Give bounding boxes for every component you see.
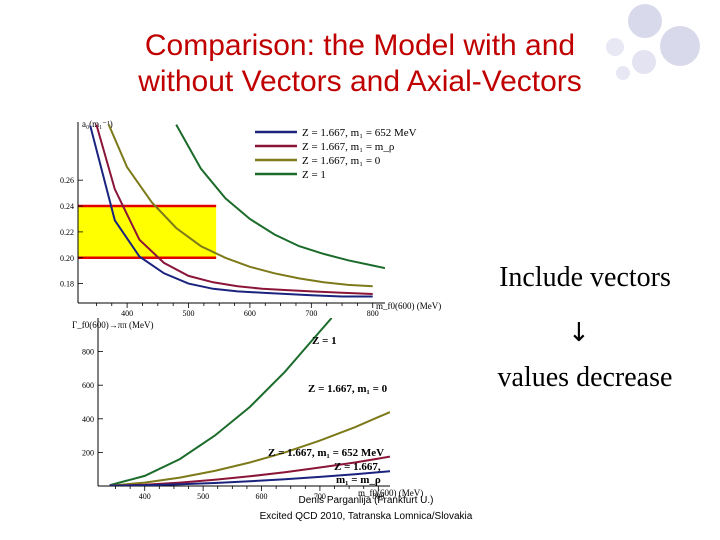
series-line-z-1 (175, 124, 385, 270)
legend-entry: Z = 1 (302, 169, 326, 181)
down-arrow-icon: ↓ (568, 318, 590, 348)
y-tick-label: 200 (82, 448, 94, 457)
curve-annotation: Z = 1 (312, 335, 337, 347)
slide-title-line-2: without Vectors and Axial-Vectors (138, 65, 582, 98)
x-tick-label: 400 (121, 309, 133, 318)
decor-circle-5 (616, 66, 630, 80)
x-tick-label: 500 (183, 309, 195, 318)
footer: Denis Parganlija (Frankfurt U.) Excited … (246, 493, 486, 525)
y-tick-label: 0.22 (60, 228, 74, 237)
x-axis-label: m_f0(600) (MeV) (376, 301, 441, 311)
footer-conference: Excited QCD 2010, Tatranska Lomnica/Slov… (259, 511, 473, 522)
x-tick-label: 800 (367, 309, 379, 318)
y-tick-label: 600 (82, 381, 94, 390)
y-tick-label: 800 (82, 348, 94, 357)
curve-annotation: Z = 1.667, (334, 461, 381, 473)
series-line-z-1-667-m-m- (95, 124, 373, 295)
y-axis-label: a₀(m₁⁻¹) (82, 119, 113, 129)
series-line-z-1-667-m-0 (107, 124, 373, 288)
decor-circle-1 (628, 4, 662, 38)
slide-title-line-1: Comparison: the Model with and (144, 29, 576, 62)
x-tick-label: 500 (197, 492, 209, 501)
decor-circle-4 (606, 38, 624, 56)
x-tick-label: 600 (244, 309, 256, 318)
footer-author: Denis Parganlija (Frankfurt U.) (298, 495, 434, 506)
series-line-z-1-667-m-652-mev (89, 125, 373, 298)
legend-entry: Z = 1.667, m₁ = 652 MeV (302, 127, 417, 139)
x-tick-label: 700 (314, 492, 326, 501)
highlight-band (78, 206, 217, 258)
side-text-include-vectors: Include vectors (499, 262, 671, 293)
y-tick-label: 400 (82, 415, 94, 424)
series-line-z-1-667-m-0 (109, 411, 390, 486)
x-tick-label: 700 (305, 309, 317, 318)
chart-width-vs-mass: 400 500 600 700 800 200 400 600 800 Γ_f0(600)→ππ … (72, 318, 423, 501)
decor-circle-3 (632, 50, 656, 74)
series-line-z-1-667-m-652-mev (109, 470, 390, 486)
curve-annotation: m₁ = m_ρ (336, 474, 381, 486)
slide-title: Comparison: the Model with and without V… (60, 28, 660, 100)
curve-annotation: Z = 1.667, m₁ = 0 (308, 383, 388, 395)
y-axis-label: Γ_f0(600)→ππ (MeV) (72, 320, 154, 330)
series-line-z-1-667-m-m- (109, 455, 390, 486)
legend-entry: Z = 1.667, m₁ = m_ρ (302, 141, 395, 153)
x-tick-label: 400 (139, 492, 151, 501)
side-text-values-decrease: values decrease (497, 362, 673, 393)
y-tick-label: 0.24 (60, 202, 74, 211)
legend-entry: Z = 1.667, m₁ = 0 (302, 155, 381, 167)
y-tick-label: 0.18 (60, 280, 74, 289)
x-axis-label: m_f0(600) (MeV) (358, 488, 423, 498)
series-line-z-1 (109, 318, 333, 486)
x-tick-label: 800 (372, 492, 384, 501)
chart-a0-vs-mass: 400 500 600 700 800 0.18 0.20 0.22 0.24 0.26 a₀(m₁… (60, 119, 441, 318)
y-tick-label: 0.26 (60, 176, 74, 185)
x-tick-label: 600 (256, 492, 268, 501)
curve-annotation: Z = 1.667, m₁ = 652 MeV (268, 447, 384, 459)
decor-circle-2 (660, 26, 700, 66)
y-tick-label: 0.20 (60, 254, 74, 263)
